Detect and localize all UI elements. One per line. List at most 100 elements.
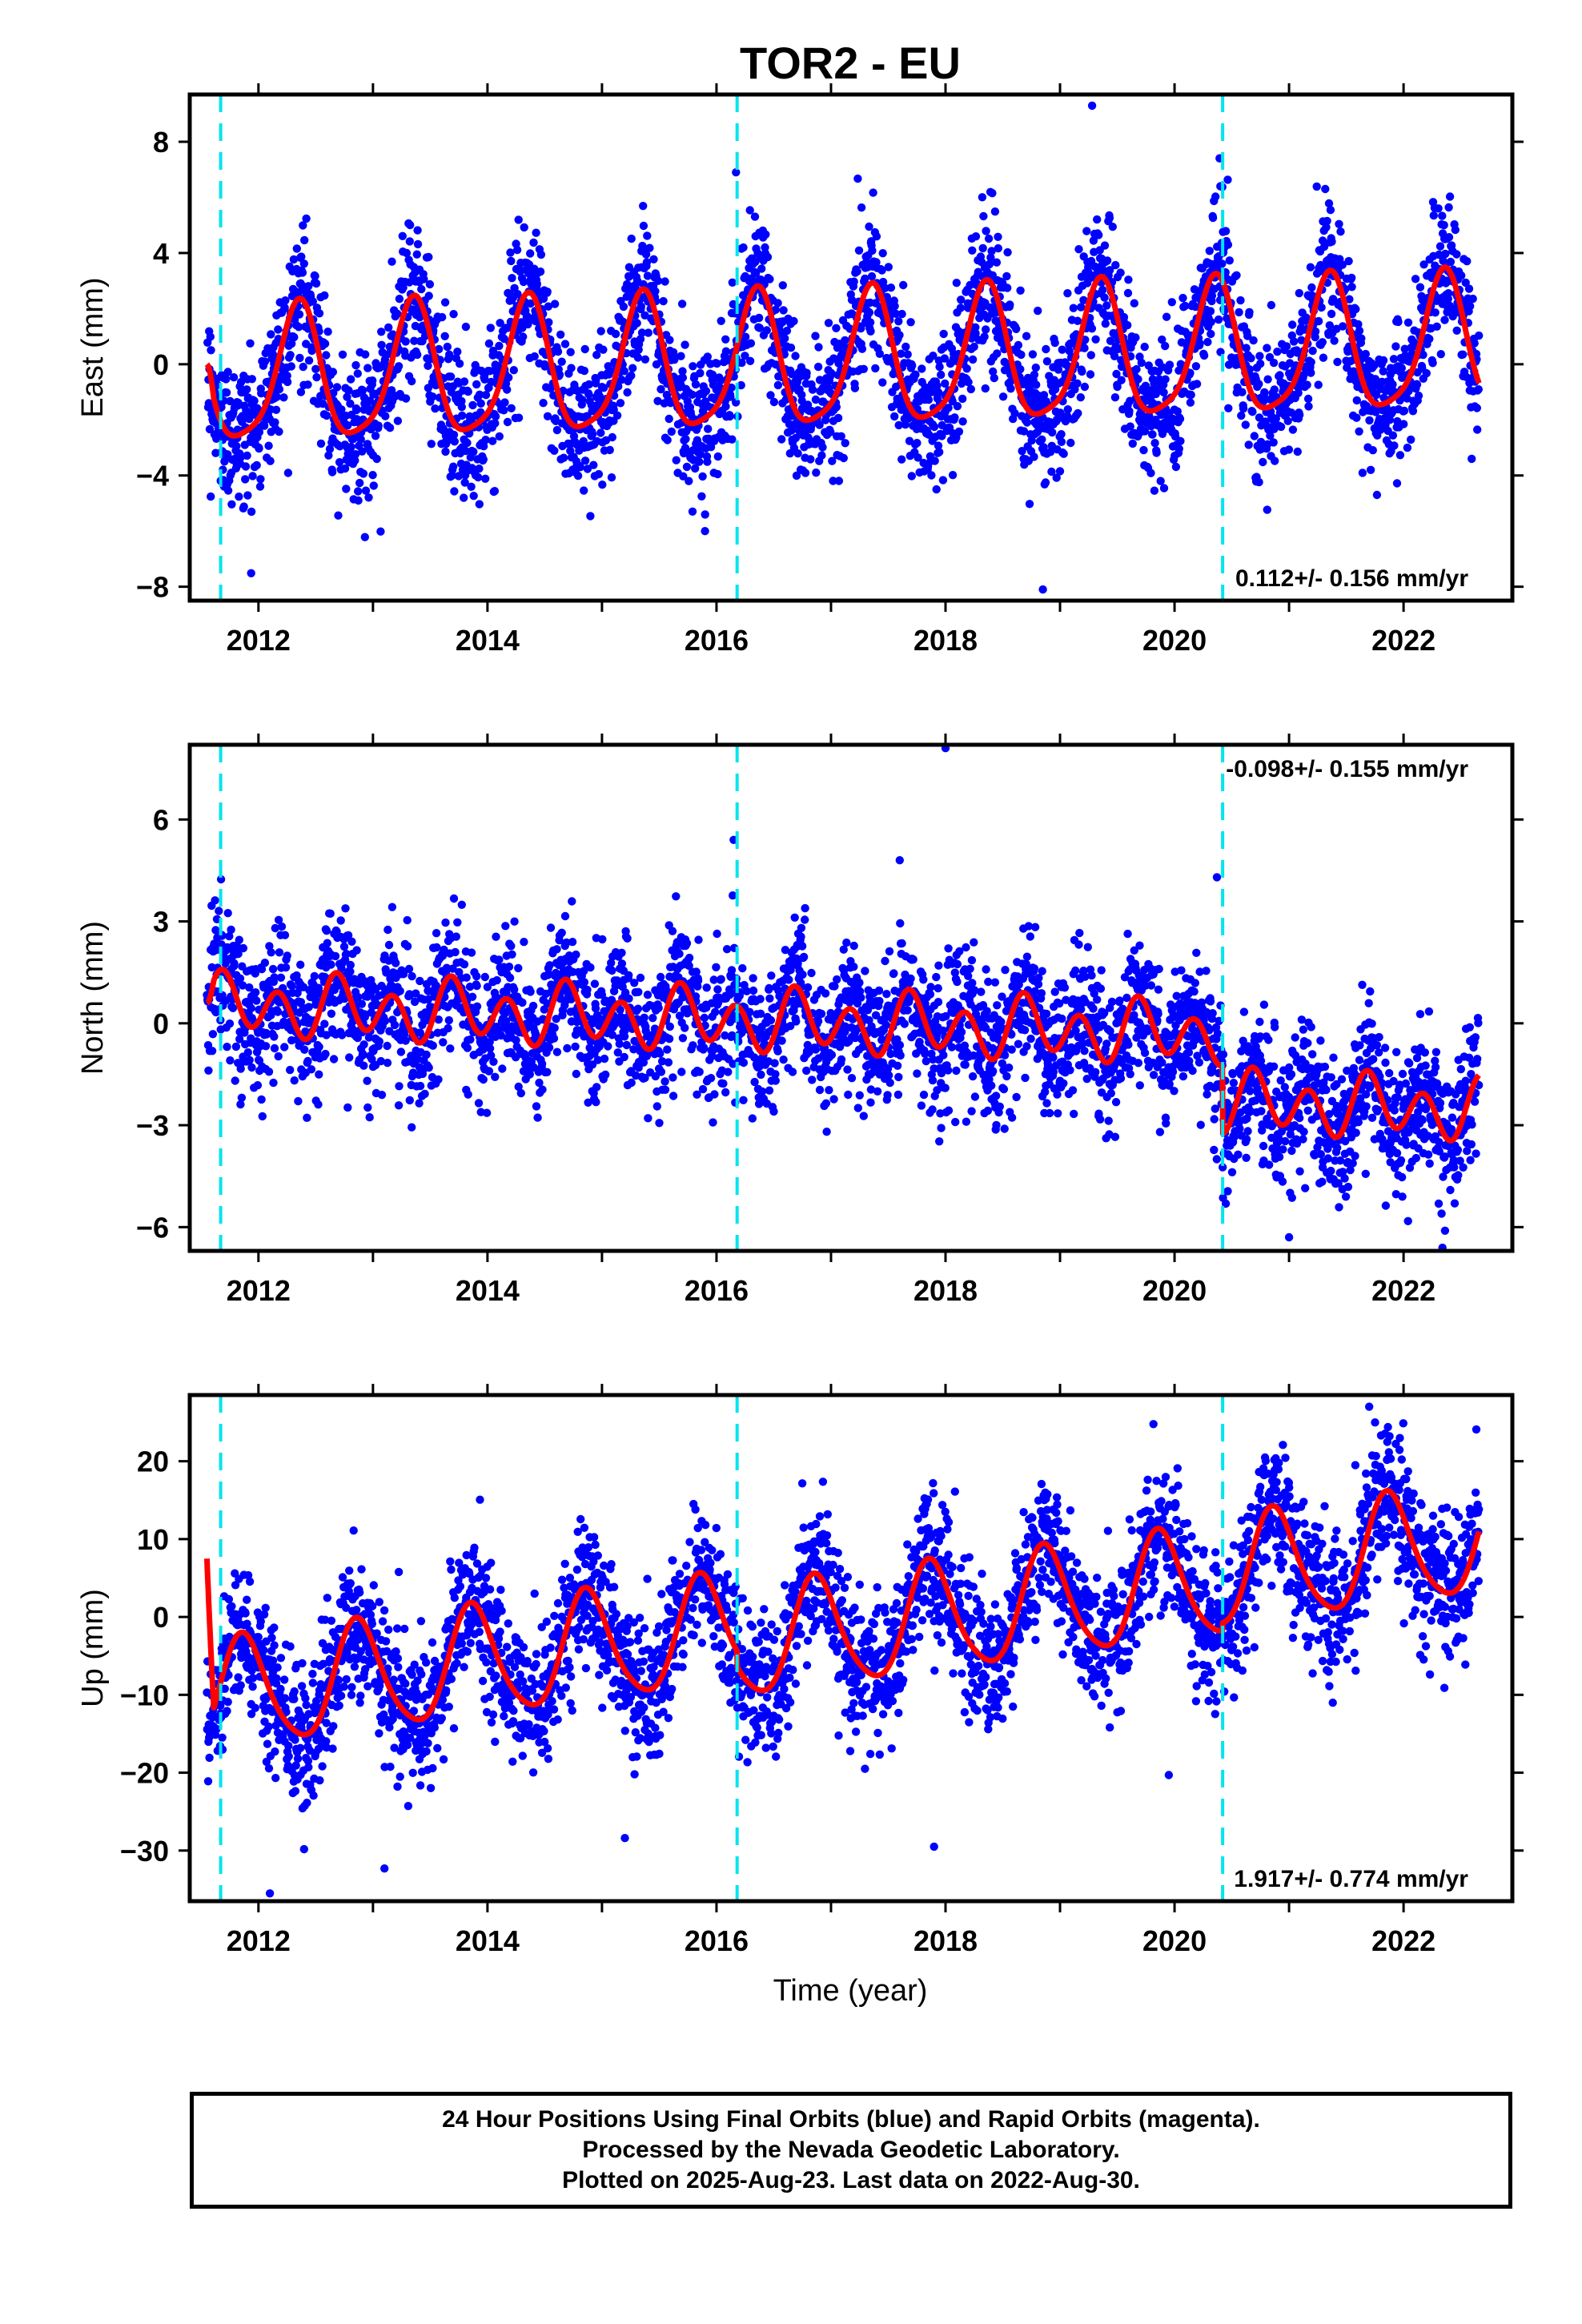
data-point — [532, 279, 541, 288]
data-point — [1366, 465, 1375, 474]
data-point — [449, 894, 459, 903]
data-point — [1438, 211, 1447, 220]
data-point — [270, 1043, 279, 1053]
data-point — [408, 1123, 416, 1132]
data-point — [670, 356, 679, 364]
data-point — [432, 929, 441, 938]
data-point — [361, 486, 371, 495]
data-point — [359, 469, 368, 478]
data-point — [286, 1065, 295, 1075]
data-point — [1150, 486, 1159, 495]
data-point — [267, 948, 275, 957]
data-point — [1415, 283, 1425, 292]
data-point — [751, 269, 761, 278]
data-point — [1199, 351, 1209, 360]
data-point — [383, 1041, 391, 1051]
data-point — [518, 998, 527, 1007]
data-point — [550, 300, 560, 308]
data-point — [475, 500, 484, 509]
data-point — [966, 384, 976, 394]
data-point — [378, 348, 387, 357]
data-point — [1076, 393, 1086, 402]
data-point — [865, 308, 874, 317]
data-point — [1173, 407, 1182, 416]
data-point — [432, 943, 441, 952]
data-point — [640, 311, 649, 320]
data-point — [494, 362, 503, 371]
data-point — [441, 447, 450, 456]
data-point — [296, 388, 306, 396]
data-point — [847, 296, 857, 304]
data-point — [901, 342, 910, 352]
data-point — [449, 430, 459, 440]
data-point — [761, 243, 769, 252]
data-point — [806, 455, 815, 464]
data-point — [685, 476, 693, 485]
data-point — [1239, 404, 1248, 413]
data-point — [560, 911, 570, 921]
data-point — [1459, 350, 1468, 359]
x-tick-label: 2012 — [227, 624, 291, 657]
data-point — [347, 937, 356, 947]
data-point — [324, 451, 333, 460]
data-point — [395, 295, 404, 304]
data-point — [506, 248, 515, 257]
data-point — [552, 1047, 562, 1056]
data-point — [1010, 408, 1019, 418]
data-point — [1306, 263, 1315, 271]
data-point — [508, 950, 516, 959]
data-point — [295, 353, 304, 363]
data-point — [1238, 388, 1247, 396]
data-point — [1263, 505, 1272, 514]
data-point — [446, 372, 456, 381]
data-point — [424, 361, 432, 370]
data-point — [1256, 360, 1265, 368]
data-point — [540, 362, 549, 371]
data-point — [971, 329, 980, 338]
data-point — [472, 1002, 482, 1011]
data-point — [721, 347, 731, 356]
data-point — [741, 332, 750, 341]
data-point — [1452, 326, 1461, 335]
data-point — [605, 367, 615, 376]
data-point — [1307, 283, 1316, 292]
data-point — [321, 1049, 330, 1059]
data-point — [1283, 416, 1292, 425]
data-point — [1435, 242, 1445, 251]
data-point — [935, 448, 944, 456]
data-point — [878, 249, 887, 258]
data-point — [573, 471, 583, 480]
data-point — [713, 469, 722, 479]
data-point — [857, 344, 867, 353]
data-point — [617, 959, 627, 968]
data-point — [1074, 245, 1083, 254]
data-point — [526, 299, 535, 308]
data-point — [329, 388, 338, 397]
data-point — [773, 299, 782, 308]
data-point — [481, 391, 491, 400]
data-point — [248, 472, 257, 480]
data-point — [555, 370, 564, 380]
data-point — [532, 1030, 540, 1039]
data-point — [1244, 440, 1253, 449]
data-point — [890, 302, 899, 311]
data-point — [514, 963, 523, 973]
data-point — [1335, 219, 1343, 228]
data-point — [405, 278, 414, 287]
data-point — [755, 324, 764, 332]
data-point — [398, 231, 407, 240]
data-point — [1140, 342, 1149, 352]
data-point — [462, 973, 471, 982]
data-point — [589, 460, 598, 469]
data-point — [1032, 380, 1041, 389]
data-point — [1368, 446, 1378, 455]
data-point — [464, 1090, 472, 1099]
data-point — [1295, 288, 1304, 298]
data-point — [241, 475, 250, 484]
data-point — [1314, 380, 1323, 389]
data-point — [538, 1085, 547, 1094]
data-point — [272, 392, 281, 401]
data-point — [281, 963, 291, 972]
data-point — [580, 366, 589, 376]
data-point — [1054, 365, 1063, 374]
